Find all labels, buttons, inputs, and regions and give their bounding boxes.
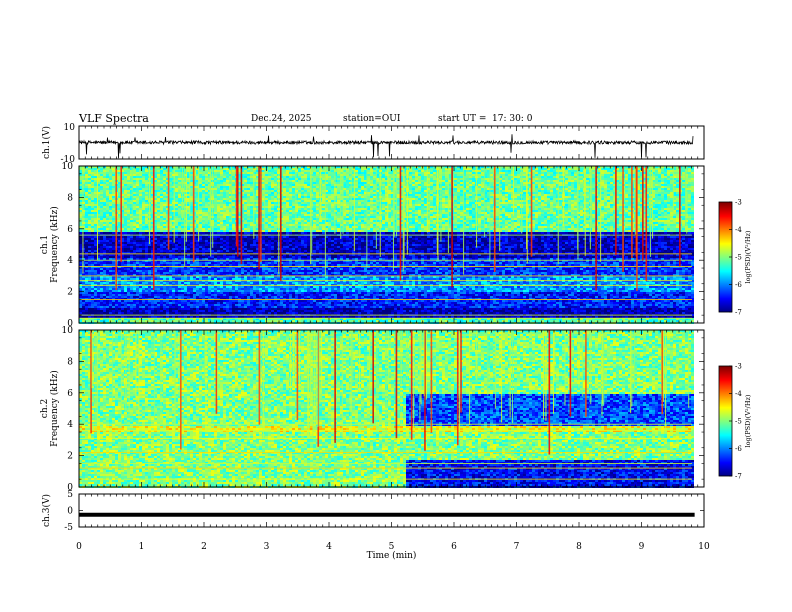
colorbar-tick-label: -7 — [735, 473, 742, 481]
colorbar-tick-label: -3 — [735, 199, 742, 207]
colorbar-label: log(PSD)(V²/Hz) — [744, 230, 752, 283]
spectrogram-2-ytick-label: 6 — [67, 389, 73, 399]
spectrogram-2-ytick-label: 10 — [62, 326, 74, 336]
ch3-ytick-label: 5 — [67, 490, 73, 500]
spectrogram-2-ytick-label: 8 — [67, 357, 73, 367]
colorbar-label: log(PSD)(V²/Hz) — [744, 394, 752, 447]
colorbar-tick-label: -6 — [735, 445, 742, 453]
ch3-ytick-label: 0 — [67, 507, 73, 517]
ch1-ylabel: ch.1(V) — [41, 126, 52, 159]
colorbar-tick-label: -4 — [735, 390, 742, 398]
x-tick-label: 10 — [698, 542, 710, 552]
spectrogram-1-ylabel-channel: ch.1 — [40, 235, 50, 254]
vlf-figure: 10-10ch.1(V)0246810ch.1 Frequency (kHz)-3… — [0, 0, 792, 612]
x-tick-label: 3 — [264, 542, 270, 552]
spectrogram-2-ylabel-channel: ch.2 — [40, 399, 50, 418]
ch3-ytick-label: -5 — [64, 523, 73, 533]
spectrogram-1 — [79, 166, 694, 324]
spectrogram-1-ytick-label: 4 — [67, 256, 73, 266]
spectrogram-1-ytick-label: 8 — [67, 193, 73, 203]
colorbar-tick-label: -6 — [735, 281, 742, 289]
colorbar-tick-label: -7 — [735, 309, 742, 317]
spectrogram-2 — [79, 330, 694, 488]
colorbar-tick-label: -4 — [735, 226, 742, 234]
ch1-waveform-line — [79, 134, 693, 158]
x-tick-label: 2 — [201, 542, 207, 552]
x-tick-label: 6 — [451, 542, 457, 552]
ch3-ylabel: ch.3(V) — [41, 494, 52, 527]
x-tick-label: 4 — [326, 542, 332, 552]
x-tick-label: 9 — [639, 542, 645, 552]
spectrogram-1-ylabel-frequency: Frequency (kHz) — [49, 206, 60, 283]
colorbar-tick-label: -5 — [735, 418, 742, 426]
colorbar-tick-label: -5 — [735, 254, 742, 262]
spectrogram-1-ytick-label: 10 — [62, 162, 74, 172]
x-axis-label: Time (min) — [367, 550, 417, 561]
spectrogram-2-ylabel-frequency: Frequency (kHz) — [49, 370, 60, 447]
spectrogram-1-ytick-label: 2 — [67, 288, 73, 298]
x-tick-label: 7 — [514, 542, 520, 552]
x-tick-label: 1 — [139, 542, 145, 552]
x-tick-label: 8 — [576, 542, 582, 552]
x-tick-label: 0 — [76, 542, 82, 552]
spectrogram-2-ytick-label: 2 — [67, 452, 73, 462]
ch1-ytick-label: 10 — [64, 123, 76, 133]
spectrogram-2-ytick-label: 4 — [67, 420, 73, 430]
spectrogram-1-ytick-label: 6 — [67, 225, 73, 235]
colorbar-tick-label: -3 — [735, 363, 742, 371]
